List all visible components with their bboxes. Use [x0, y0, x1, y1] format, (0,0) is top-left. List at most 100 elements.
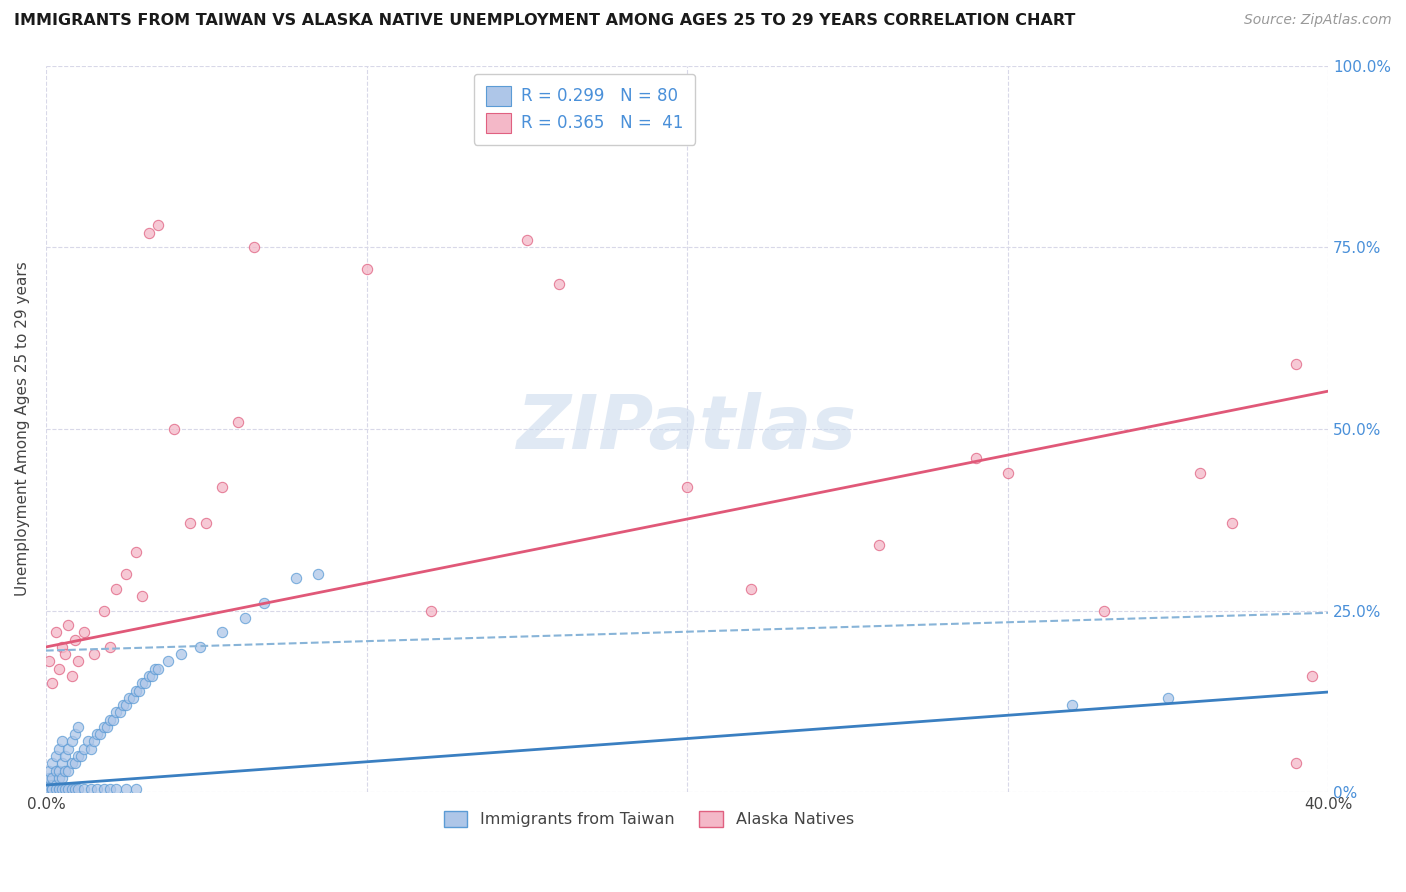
Point: [41, 771, 63, 785]
Point: [419, 604, 441, 618]
Point: [38, 781, 60, 796]
Point: [53, 749, 76, 764]
Point: [60, 781, 83, 796]
Point: [53, 647, 76, 661]
Point: [138, 226, 160, 240]
Point: [96, 720, 118, 734]
Point: [48, 764, 70, 778]
Legend: Immigrants from Taiwan, Alaska Natives: Immigrants from Taiwan, Alaska Natives: [436, 803, 862, 835]
Point: [115, 567, 138, 582]
Point: [868, 538, 890, 552]
Point: [53, 781, 76, 796]
Point: [285, 571, 308, 585]
Point: [131, 589, 153, 603]
Point: [66, 781, 89, 796]
Point: [51, 734, 73, 748]
Point: [195, 516, 218, 531]
Point: [115, 698, 138, 712]
Point: [41, 778, 63, 792]
Point: [156, 655, 179, 669]
Point: [83, 647, 105, 661]
Point: [226, 415, 249, 429]
Point: [58, 741, 80, 756]
Point: [179, 516, 201, 531]
Point: [63, 756, 86, 771]
Point: [60, 734, 83, 748]
Point: [66, 720, 89, 734]
Point: [740, 582, 762, 596]
Point: [676, 480, 699, 494]
Point: [89, 727, 111, 741]
Point: [73, 781, 96, 796]
Point: [93, 604, 115, 618]
Point: [51, 781, 73, 796]
Point: [98, 640, 121, 654]
Point: [63, 781, 86, 796]
Point: [108, 706, 131, 720]
Point: [58, 618, 80, 632]
Text: ZIPatlas: ZIPatlas: [517, 392, 858, 466]
Point: [63, 727, 86, 741]
Point: [1092, 604, 1115, 618]
Point: [76, 734, 98, 748]
Point: [997, 466, 1019, 480]
Point: [1301, 669, 1323, 683]
Point: [547, 277, 569, 291]
Point: [143, 662, 166, 676]
Point: [146, 662, 169, 676]
Point: [45, 764, 67, 778]
Point: [58, 764, 80, 778]
Point: [98, 713, 121, 727]
Point: [1188, 466, 1211, 480]
Point: [141, 669, 163, 683]
Point: [243, 240, 266, 254]
Point: [125, 545, 148, 559]
Point: [51, 756, 73, 771]
Point: [211, 625, 233, 640]
Point: [93, 720, 115, 734]
Point: [86, 727, 108, 741]
Point: [125, 683, 148, 698]
Point: [73, 625, 96, 640]
Point: [45, 781, 67, 796]
Point: [98, 781, 121, 796]
Point: [48, 781, 70, 796]
Point: [45, 778, 67, 792]
Point: [105, 706, 128, 720]
Point: [93, 781, 115, 796]
Point: [41, 756, 63, 771]
Point: [105, 781, 128, 796]
Point: [115, 781, 138, 796]
Point: [66, 655, 89, 669]
Point: [1157, 690, 1180, 705]
Point: [83, 734, 105, 748]
Point: [38, 781, 60, 796]
Point: [60, 756, 83, 771]
Point: [516, 233, 538, 247]
Point: [163, 422, 186, 436]
Point: [48, 662, 70, 676]
Text: IMMIGRANTS FROM TAIWAN VS ALASKA NATIVE UNEMPLOYMENT AMONG AGES 25 TO 29 YEARS C: IMMIGRANTS FROM TAIWAN VS ALASKA NATIVE …: [14, 13, 1076, 29]
Point: [211, 480, 233, 494]
Point: [128, 683, 150, 698]
Point: [146, 219, 169, 233]
Point: [111, 698, 134, 712]
Point: [86, 781, 108, 796]
Point: [131, 676, 153, 690]
Point: [1060, 698, 1083, 712]
Text: Source: ZipAtlas.com: Source: ZipAtlas.com: [1244, 13, 1392, 28]
Point: [1220, 516, 1243, 531]
Point: [965, 450, 987, 465]
Point: [80, 741, 103, 756]
Point: [253, 596, 276, 610]
Point: [66, 749, 89, 764]
Point: [48, 771, 70, 785]
Y-axis label: Unemployment Among Ages 25 to 29 years: Unemployment Among Ages 25 to 29 years: [15, 261, 30, 597]
Point: [41, 781, 63, 796]
Point: [134, 676, 156, 690]
Point: [41, 676, 63, 690]
Point: [118, 690, 141, 705]
Point: [121, 690, 143, 705]
Point: [105, 582, 128, 596]
Point: [307, 567, 329, 582]
